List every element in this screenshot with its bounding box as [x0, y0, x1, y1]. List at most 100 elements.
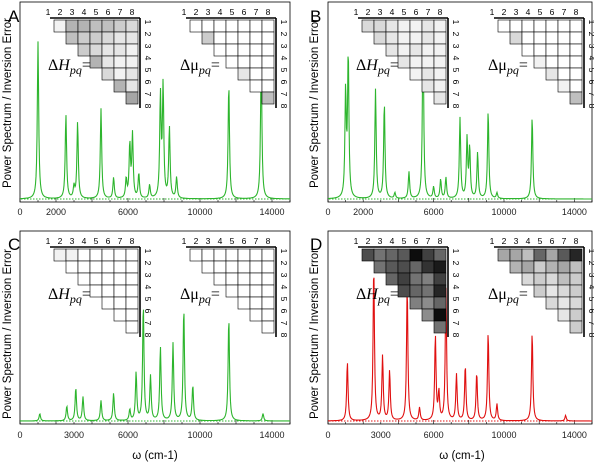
x-tick-label: 10000 [187, 207, 212, 217]
matrix-cell [113, 43, 127, 57]
matrix-cell [125, 31, 139, 45]
matrix-cell [569, 260, 583, 274]
matrix-cell [373, 31, 387, 45]
equals-sign: = [211, 57, 220, 74]
matrix-cell [249, 19, 263, 33]
matrix-cell [249, 248, 263, 262]
matrix-cell [397, 272, 411, 286]
matrix-row-index: 5 [451, 68, 461, 73]
matrix-cell [249, 308, 263, 322]
y-axis-label-left: Power Spectrum / Inversion Error [2, 18, 14, 188]
panel-label: D [310, 235, 322, 254]
matrix-col-index: 5 [538, 236, 543, 246]
matrix-row-index: 3 [451, 273, 461, 278]
matrix-cell [225, 260, 239, 274]
matrix-cell [569, 284, 583, 298]
matrix-row-index: 8 [587, 333, 594, 338]
plot-frame [327, 1, 593, 203]
matrix-cell [385, 248, 399, 262]
matrix-cell [125, 79, 139, 93]
matrix-row-index: 2 [279, 261, 289, 266]
matrix-cell [385, 272, 399, 286]
matrix-cell [237, 31, 251, 45]
matrix-cell [77, 31, 91, 45]
x-tick-label: 6000 [118, 207, 138, 217]
subscript-pq: pq [377, 63, 390, 77]
matrix-cell [397, 284, 411, 298]
plot-frame [19, 1, 291, 203]
matrix-cell [497, 19, 511, 33]
matrix-col-index: 8 [130, 236, 135, 246]
matrix-cell [409, 43, 423, 57]
matrix-col-index: 3 [514, 236, 519, 246]
matrix-col-index: 3 [70, 236, 75, 246]
matrix-row-index: 6 [143, 309, 153, 314]
matrix-cell [189, 248, 203, 262]
matrix-row-index: 5 [279, 68, 289, 73]
matrix-cell [101, 296, 115, 310]
delta-symbol: Δ [488, 286, 498, 303]
delta-mu-label: Δμpq= [488, 286, 528, 306]
matrix-cell [545, 43, 559, 57]
matrix-cell [409, 272, 423, 286]
matrix-cell [433, 248, 447, 262]
matrix-cell [521, 272, 535, 286]
matrix-cell [125, 320, 139, 334]
matrix-col-index: 5 [538, 7, 543, 17]
matrix-cell [113, 296, 127, 310]
equals-sign: = [390, 57, 399, 74]
plot-frame [19, 230, 291, 425]
matrix-cell [521, 248, 535, 262]
matrix-symbol: H [365, 57, 379, 74]
matrix-symbol: μ [190, 286, 199, 303]
matrix-cell [201, 31, 215, 45]
matrix-cell [125, 67, 139, 81]
equals-sign: = [82, 286, 91, 303]
matrix-symbol: μ [498, 57, 507, 74]
matrix-row-index: 5 [143, 68, 153, 73]
matrix-cell [249, 31, 263, 45]
matrix-col-index: 3 [70, 7, 75, 17]
matrix-cell [249, 296, 263, 310]
matrix-cell [113, 260, 127, 274]
matrix-cell [89, 31, 103, 45]
matrix-cell [249, 43, 263, 57]
matrix-cell [201, 19, 215, 33]
matrix-cell [113, 284, 127, 298]
matrix-cell [89, 260, 103, 274]
matrix-row-index: 8 [279, 333, 289, 338]
matrix-cell [213, 248, 227, 262]
x-tick-label: 6000 [424, 207, 444, 217]
matrix-cell [113, 79, 127, 93]
matrix-col-index: 4 [218, 7, 223, 17]
matrix-cell [557, 79, 571, 93]
x-tick-label: 0 [17, 207, 22, 217]
matrix-cell [201, 248, 215, 262]
matrix-cell [421, 308, 435, 322]
matrix-cell [113, 308, 127, 322]
matrix-cell [421, 67, 435, 81]
matrix-row-index: 7 [279, 321, 289, 326]
matrix-cell [261, 67, 275, 81]
matrix-cell [225, 248, 239, 262]
matrix-col-index: 7 [254, 236, 259, 246]
matrix-row-index: 8 [143, 104, 153, 109]
x-tick-label: 10000 [187, 430, 212, 440]
matrix-cell [533, 260, 547, 274]
x-tick-label: 14000 [259, 430, 284, 440]
matrix-cell [65, 248, 79, 262]
matrix-cell [249, 260, 263, 274]
matrix-cell [545, 55, 559, 69]
matrix-cell [569, 248, 583, 262]
x-tick-label: 2000 [353, 207, 373, 217]
matrix-cell [261, 31, 275, 45]
matrix-cell [557, 272, 571, 286]
matrix-symbol: μ [190, 57, 199, 74]
subscript-pq: pq [506, 292, 519, 306]
matrix-cell [509, 248, 523, 262]
matrix-cell [569, 67, 583, 81]
matrix-cell [421, 284, 435, 298]
